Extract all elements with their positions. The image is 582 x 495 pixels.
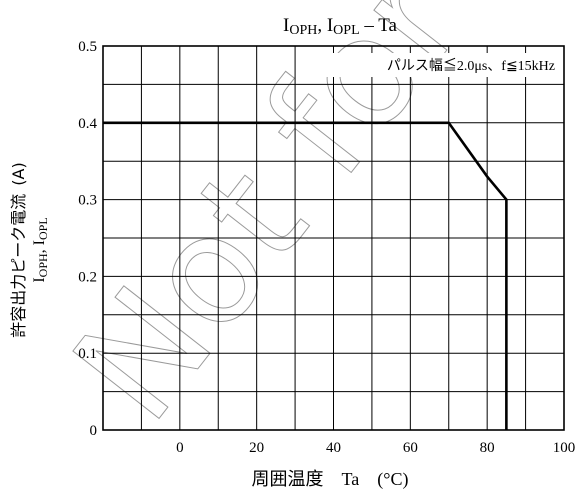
- y-axis-label-line2: IOPH, IOPL: [31, 217, 50, 282]
- y-tick-label: 0.3: [78, 193, 97, 209]
- x-tick-label: 60: [403, 440, 418, 456]
- series-layer: [103, 121, 508, 430]
- y-tick-label: 0.1: [78, 346, 97, 362]
- x-tick-label: 100: [553, 440, 576, 456]
- tick-labels: 0 20 40 60 80 100 0 0.1 0.2 0.3 0.4 0.5: [78, 39, 575, 456]
- chart-title: IOPH, IOPL – Ta: [283, 15, 398, 38]
- x-tick-label: 0: [176, 440, 184, 456]
- y-tick-label: 0.2: [78, 269, 97, 285]
- x-tick-label: 80: [480, 440, 495, 456]
- chart-annotation: パルス幅≦2.0μs、f≦15kHz: [387, 58, 555, 74]
- y-axis-label: 許容出力ピーク電流 (A) IOPH, IOPL: [9, 162, 50, 337]
- derating-curve: [103, 121, 508, 430]
- annotation-background: [306, 53, 558, 77]
- y-tick-label: 0.4: [78, 116, 97, 132]
- y-axis-label-unit: (A): [9, 162, 28, 185]
- x-axis-label: 周囲温度 Ta (°C): [252, 469, 409, 490]
- plot-frame: [102, 45, 565, 431]
- y-axis-label-line1: 許容出力ピーク電流: [9, 194, 28, 338]
- y-tick-label: 0.5: [78, 39, 97, 55]
- y-tick-label: 0: [90, 423, 98, 439]
- grid: [103, 46, 564, 430]
- x-tick-label: 20: [249, 440, 264, 456]
- svg-text:許容出力ピーク電流(A): 許容出力ピーク電流 (A): [9, 162, 28, 337]
- x-tick-label: 40: [326, 440, 341, 456]
